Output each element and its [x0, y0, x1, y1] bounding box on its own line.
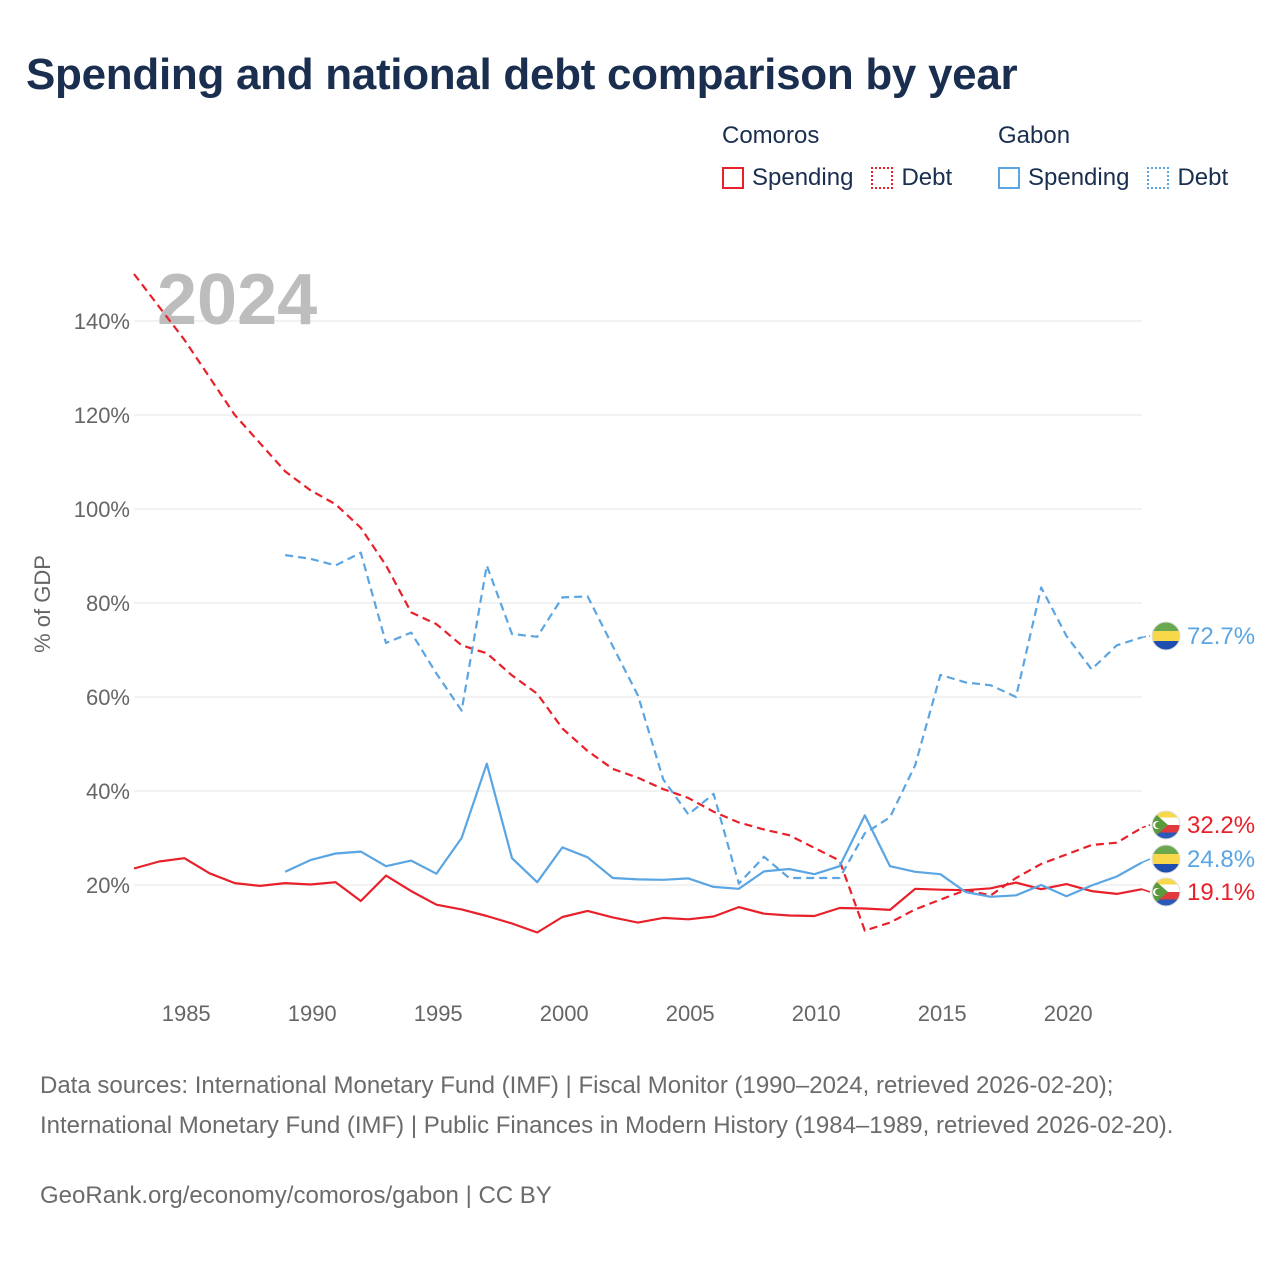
legend-label: Debt: [1177, 164, 1229, 191]
y-axis: 20% 40% 60% 80% 100% 120% 140%: [74, 309, 130, 898]
legend-group-title: Gabon: [998, 122, 1071, 149]
x-tick-label: 1995: [414, 1001, 463, 1026]
end-value-label: 19.1%: [1187, 879, 1255, 906]
legend-swatch-dotted: [1147, 167, 1170, 189]
year-watermark: 2024: [157, 260, 317, 340]
y-tick-label: 100%: [74, 497, 130, 522]
comoros-spending-line[interactable]: [133, 857, 1143, 934]
grid-lines: [134, 320, 1142, 886]
gabon-flag-icon: [1152, 845, 1180, 873]
end-value-label: 72.7%: [1187, 623, 1255, 650]
end-label-connector: [1141, 824, 1151, 829]
comoros-flag-icon: [1152, 878, 1180, 906]
gabon-spending-line[interactable]: [284, 762, 1143, 898]
end-label-connector: [1141, 858, 1151, 864]
x-tick-label: 2010: [792, 1001, 841, 1026]
flag-ring: [1151, 810, 1181, 840]
end-label-connector: [1141, 888, 1151, 893]
legend-label: Debt: [901, 164, 953, 191]
legend-group-comoros: Comoros Spending Debt: [722, 122, 970, 192]
legend-label: Spending: [1028, 164, 1130, 191]
series-group: [133, 273, 1143, 934]
legend-group-title: Comoros: [722, 122, 820, 149]
y-tick-label: 20%: [86, 873, 130, 898]
end-value-label: 24.8%: [1187, 846, 1255, 873]
end-labels: 32.2% 19.1% 72.7% 24.8%: [1141, 621, 1255, 907]
legend-swatch-solid: [998, 167, 1020, 189]
flag-ring: [1151, 621, 1181, 651]
data-sources: Data sources: International Monetary Fun…: [40, 1072, 1174, 1139]
x-tick-label: 2005: [666, 1001, 715, 1026]
chart-title: Spending and national debt comparison by…: [26, 50, 1018, 99]
end-label-connector: [1141, 635, 1151, 639]
gabon-debt-line[interactable]: [285, 551, 1143, 885]
x-tick-label: 2000: [540, 1001, 589, 1026]
x-tick-label: 1990: [288, 1001, 337, 1026]
credit-link[interactable]: GeoRank.org/economy/comoros/gabon | CC B…: [40, 1182, 552, 1209]
legend-label: Spending: [752, 164, 854, 191]
legend-group-gabon: Gabon Spending Debt: [998, 122, 1228, 192]
y-tick-label: 120%: [74, 403, 130, 428]
y-tick-label: 80%: [86, 591, 130, 616]
x-axis: 1985 1990 1995 2000 2005 2010 2015 2020: [162, 1001, 1093, 1026]
flag-ring: [1151, 844, 1181, 874]
y-tick-label: 40%: [86, 779, 130, 804]
legend-item-gabon-spending[interactable]: Spending: [998, 164, 1129, 192]
legend-item-gabon-debt[interactable]: Debt: [1147, 164, 1228, 192]
x-tick-label: 1985: [162, 1001, 211, 1026]
legend-item-comoros-debt[interactable]: Debt: [871, 164, 952, 192]
gabon-flag-icon: [1152, 622, 1180, 650]
legend-swatch-dotted: [871, 167, 894, 189]
legend-swatch-solid: [722, 167, 744, 189]
line-chart: 2024 20%40%60%80%100%120%140% 1985 1990 19…: [30, 260, 1255, 1026]
y-axis-label: % of GDP: [30, 555, 55, 653]
end-value-label: 32.2%: [1187, 812, 1255, 839]
y-tick-label: 60%: [86, 685, 130, 710]
x-tick-label: 2020: [1044, 1001, 1093, 1026]
flag-ring: [1151, 877, 1181, 907]
comoros-flag-icon: [1152, 811, 1180, 839]
y-tick-label: 140%: [74, 309, 130, 334]
x-tick-label: 2015: [918, 1001, 967, 1026]
legend-item-comoros-spending[interactable]: Spending: [722, 164, 853, 192]
comoros-debt-line[interactable]: [133, 273, 1143, 932]
